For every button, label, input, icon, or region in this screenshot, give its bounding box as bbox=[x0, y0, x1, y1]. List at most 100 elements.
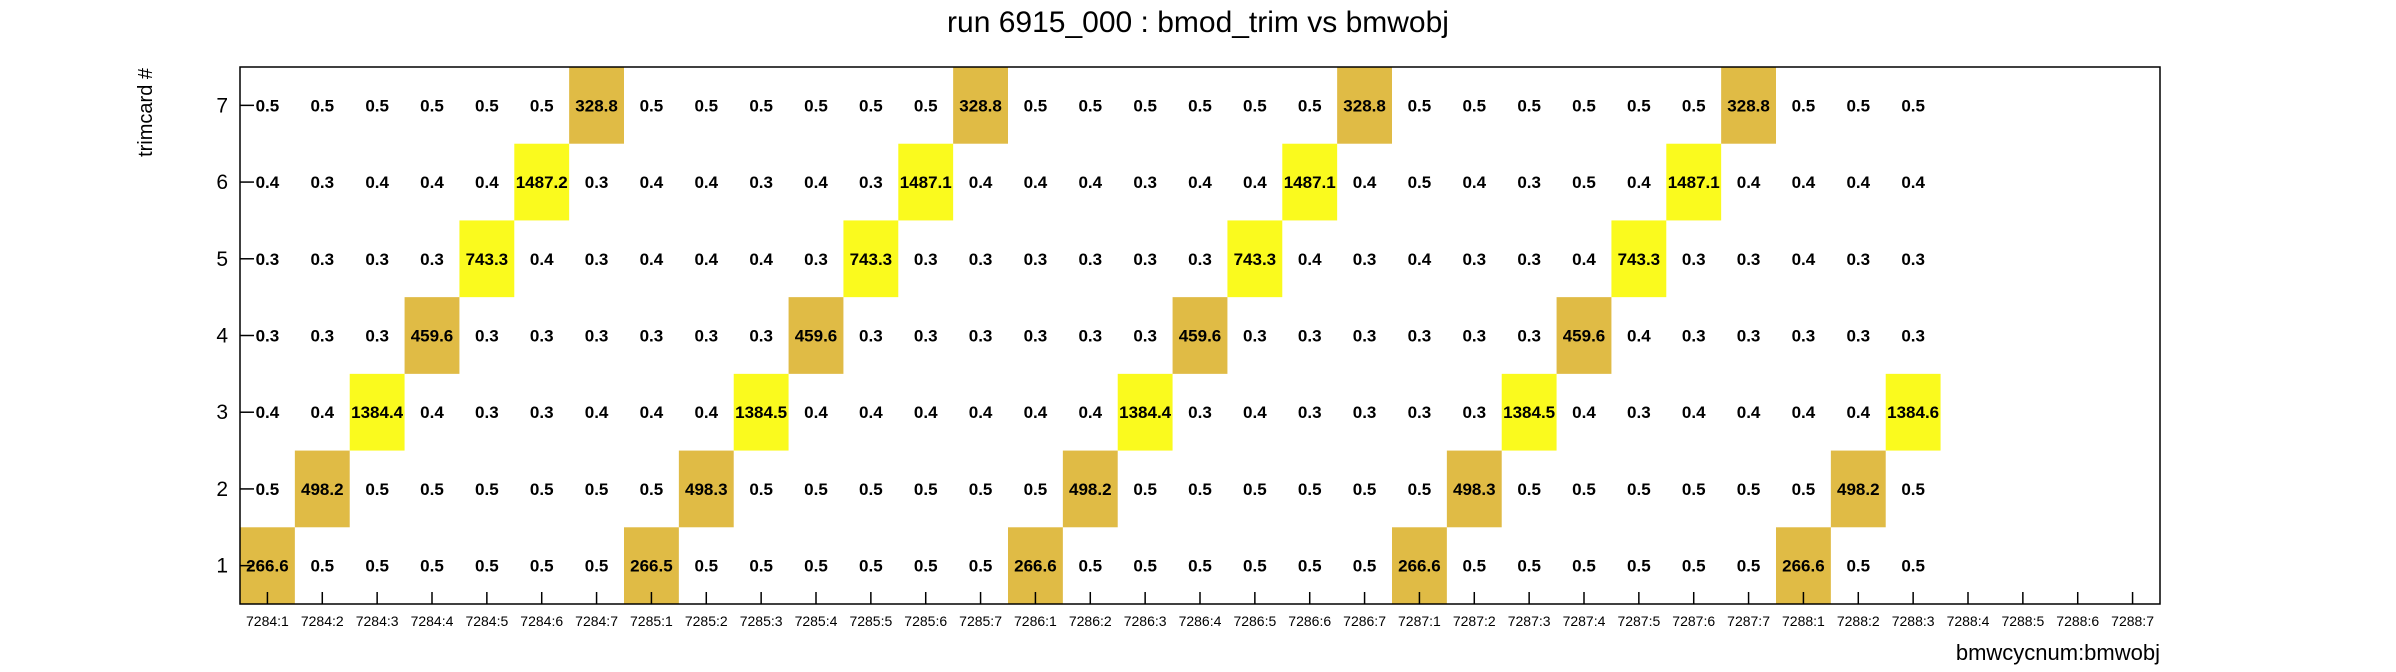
heatmap-cell bbox=[1556, 297, 1612, 374]
cell-value-label: 0.4 bbox=[969, 173, 993, 192]
cell-value-label: 0.3 bbox=[310, 173, 334, 192]
cell-value-label: 0.5 bbox=[749, 96, 773, 115]
cell-value-label: 0.3 bbox=[1682, 250, 1706, 269]
cell-value-label: 743.3 bbox=[1234, 250, 1277, 269]
cell-value-label: 0.4 bbox=[1243, 173, 1267, 192]
cell-value-label: 0.3 bbox=[1846, 327, 1870, 346]
cell-value-label: 0.3 bbox=[1024, 327, 1048, 346]
cell-value-label: 0.5 bbox=[365, 480, 389, 499]
cell-value-label: 0.5 bbox=[1298, 96, 1322, 115]
cell-value-label: 0.3 bbox=[1133, 173, 1157, 192]
x-tick-label: 7288:6 bbox=[2056, 613, 2099, 629]
cell-value-label: 0.5 bbox=[694, 557, 718, 576]
cell-value-label: 0.5 bbox=[969, 557, 993, 576]
cell-value-label: 328.8 bbox=[1343, 96, 1386, 115]
cell-value-label: 0.5 bbox=[1024, 480, 1048, 499]
cell-value-label: 0.5 bbox=[1462, 96, 1486, 115]
cell-value-label: 0.5 bbox=[1188, 557, 1212, 576]
cell-value-label: 0.5 bbox=[1572, 173, 1596, 192]
cell-value-label: 0.4 bbox=[1792, 403, 1816, 422]
heatmap-cell bbox=[1501, 373, 1557, 451]
cell-value-label: 0.5 bbox=[1792, 96, 1816, 115]
cell-value-label: 0.4 bbox=[420, 173, 444, 192]
x-axis-label: bmwcycnum:bmwobj bbox=[1956, 640, 2160, 665]
heatmap-cell bbox=[953, 67, 1008, 144]
cell-value-label: 0.3 bbox=[1298, 403, 1322, 422]
cell-value-label: 0.5 bbox=[1408, 173, 1432, 192]
y-tick-label: 3 bbox=[216, 401, 228, 424]
x-tick-label: 7285:6 bbox=[904, 613, 947, 629]
cell-value-label: 0.5 bbox=[969, 480, 993, 499]
y-axis-label: trimcard # bbox=[135, 67, 157, 157]
cell-value-label: 743.3 bbox=[850, 250, 893, 269]
cell-value-label: 0.4 bbox=[1188, 173, 1212, 192]
cell-value-label: 0.4 bbox=[804, 403, 828, 422]
x-tick-label: 7286:2 bbox=[1069, 613, 1112, 629]
x-tick-label: 7284:1 bbox=[246, 613, 289, 629]
cell-value-label: 0.5 bbox=[859, 96, 883, 115]
x-tick-label: 7285:1 bbox=[630, 613, 673, 629]
cell-value-label: 0.3 bbox=[1408, 403, 1432, 422]
cell-value-label: 0.3 bbox=[1792, 327, 1816, 346]
cell-value-label: 0.4 bbox=[1243, 403, 1267, 422]
heatmap-cell bbox=[1776, 527, 1831, 604]
cell-value-label: 0.5 bbox=[1188, 96, 1212, 115]
y-tick-label: 5 bbox=[216, 248, 228, 271]
cell-value-label: 0.3 bbox=[1298, 327, 1322, 346]
cell-value-label: 0.5 bbox=[1078, 557, 1102, 576]
cell-value-label: 0.5 bbox=[1243, 557, 1267, 576]
cell-value-label: 0.3 bbox=[585, 173, 609, 192]
cell-value-label: 0.4 bbox=[1024, 403, 1048, 422]
cell-value-label: 0.3 bbox=[310, 250, 334, 269]
cell-value-label: 0.3 bbox=[1517, 250, 1541, 269]
cell-value-label: 0.3 bbox=[749, 327, 773, 346]
cell-value-label: 0.4 bbox=[640, 250, 664, 269]
cell-value-label: 0.3 bbox=[1133, 327, 1157, 346]
x-tick-label: 7288:3 bbox=[1892, 613, 1935, 629]
cell-value-label: 0.5 bbox=[1517, 96, 1541, 115]
cell-value-label: 0.5 bbox=[804, 480, 828, 499]
y-tick-label: 6 bbox=[216, 171, 228, 194]
cell-value-label: 0.3 bbox=[1462, 403, 1486, 422]
cell-value-label: 0.5 bbox=[1792, 480, 1816, 499]
heatmap-cell bbox=[843, 220, 899, 298]
cell-value-label: 0.5 bbox=[310, 557, 334, 576]
cell-value-label: 0.4 bbox=[1846, 173, 1870, 192]
x-tick-label: 7285:3 bbox=[740, 613, 783, 629]
cell-value-label: 0.5 bbox=[475, 96, 499, 115]
cell-value-label: 328.8 bbox=[575, 96, 618, 115]
cell-value-label: 0.3 bbox=[256, 250, 280, 269]
cell-value-label: 0.5 bbox=[1353, 480, 1377, 499]
cell-value-label: 0.3 bbox=[914, 250, 938, 269]
cell-value-label: 0.3 bbox=[530, 327, 554, 346]
cell-value-label: 266.6 bbox=[1782, 557, 1825, 576]
cell-value-label: 0.4 bbox=[694, 250, 718, 269]
cell-value-label: 0.5 bbox=[1517, 480, 1541, 499]
cell-value-label: 0.5 bbox=[640, 96, 664, 115]
cell-value-label: 266.5 bbox=[630, 557, 673, 576]
x-tick-label: 7284:7 bbox=[575, 613, 618, 629]
x-tick-label: 7284:3 bbox=[356, 613, 399, 629]
cell-value-label: 0.3 bbox=[1024, 250, 1048, 269]
cell-value-label: 0.3 bbox=[475, 403, 499, 422]
cell-value-label: 459.6 bbox=[1563, 327, 1606, 346]
cell-value-label: 0.5 bbox=[749, 480, 773, 499]
x-tick-label: 7285:2 bbox=[685, 613, 728, 629]
cell-value-label: 0.5 bbox=[1572, 557, 1596, 576]
cell-value-label: 0.4 bbox=[1627, 173, 1651, 192]
cell-value-label: 1487.2 bbox=[516, 173, 568, 192]
heatmap-cell bbox=[788, 297, 844, 374]
cell-value-label: 0.5 bbox=[420, 96, 444, 115]
heatmap-cell bbox=[1885, 373, 1941, 451]
x-tick-label: 7284:6 bbox=[520, 613, 563, 629]
cell-value-label: 0.5 bbox=[530, 480, 554, 499]
cell-value-label: 0.3 bbox=[1682, 327, 1706, 346]
cell-value-label: 0.5 bbox=[1243, 96, 1267, 115]
cell-value-label: 0.4 bbox=[256, 173, 280, 192]
cell-value-label: 0.5 bbox=[530, 96, 554, 115]
cell-value-label: 0.4 bbox=[1462, 173, 1486, 192]
cell-value-label: 0.5 bbox=[1078, 96, 1102, 115]
cell-value-label: 0.3 bbox=[969, 327, 993, 346]
cell-value-label: 0.4 bbox=[969, 403, 993, 422]
cell-value-label: 0.4 bbox=[1078, 173, 1102, 192]
